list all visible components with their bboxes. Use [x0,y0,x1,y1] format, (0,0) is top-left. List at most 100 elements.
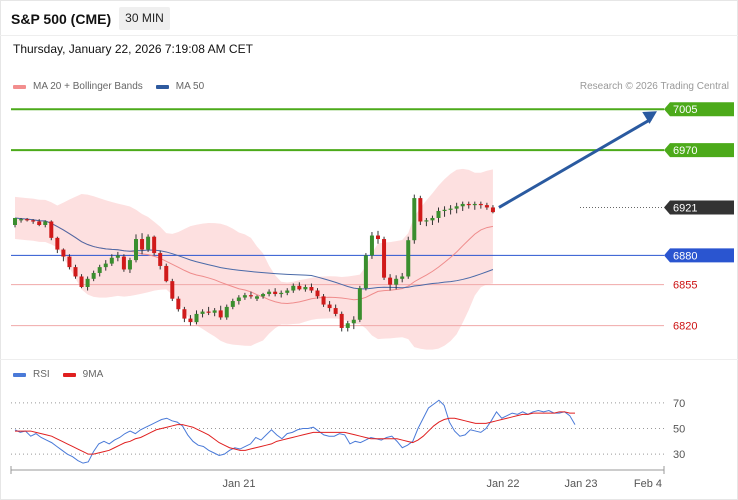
candle-body [176,298,181,310]
candle-body [170,281,175,299]
candle-body [424,220,429,222]
candle-body [484,205,489,208]
level-label-6855: 6855 [673,280,697,292]
panel-divider [0,359,738,360]
candle-body [79,276,84,287]
level-label-6921: 6921 [673,202,697,214]
candle-body [363,255,368,289]
x-tick-jan-22: Jan 22 [486,478,519,490]
candle-body [472,203,477,206]
candle-body [267,291,272,295]
level-tag-6970 [664,143,734,158]
candle-body [140,239,145,250]
candle-body [388,277,393,285]
candle-body [418,198,423,222]
instrument-title: S&P 500 (CME) [11,11,112,27]
level-tag-6921 [664,200,734,215]
bollinger-band [15,168,493,350]
candle-body [218,310,223,318]
candle-body [376,235,380,240]
candle-body [436,210,441,218]
candle-body [194,313,199,323]
candle-body [61,249,66,257]
timestamp: Thursday, January 22, 2026 7:19:08 AM CE… [13,42,253,56]
candle-body [448,208,453,210]
candle-body [357,288,362,320]
candle-body [55,237,60,250]
candle-body [430,217,435,221]
level-tag-6880 [664,248,734,263]
rsi-legend: RSI 9MA [13,369,103,380]
level-tag-7005 [664,102,734,117]
header-divider [0,35,738,36]
price-legend: MA 20 + Bollinger Bands MA 50 [13,81,204,92]
ma9-swatch [62,372,76,377]
candle-body [164,265,169,282]
candle-body [454,206,459,209]
candle-body [297,285,302,290]
candle-body [91,272,96,279]
x-tick-jan-23: Jan 23 [564,478,597,490]
candle-body [382,239,387,278]
candle-body [442,209,447,211]
rsi-line [14,399,576,464]
candle-body [200,311,205,314]
candle-body [25,219,30,221]
candle-body [109,257,114,264]
candle-body [315,290,320,297]
candle-body [206,311,211,313]
candle-body [212,310,217,313]
candle-body [345,323,350,328]
candle-body [146,236,151,250]
candle-body [43,221,48,225]
ma9-legend-label: 9MA [82,369,104,380]
candle-body [478,203,483,206]
candle-body [255,296,259,299]
candle-body [224,306,229,318]
candle-body [182,309,187,319]
interval-button[interactable]: 30 MIN [119,7,170,30]
candle-body [49,221,54,238]
rsi-swatch [13,372,26,377]
candle-body [103,263,108,268]
candle-body [248,295,253,297]
target-arrow-head [642,111,657,124]
candle-body [13,217,17,225]
x-tick-feb-4: Feb 4 [634,478,662,490]
candle-body [73,267,78,277]
candle-body [369,235,374,256]
candle-body [285,290,290,293]
candle-body [327,304,332,309]
candle-body [134,239,138,261]
candle-body [115,255,120,258]
candle-body [351,319,356,324]
candle-body [127,260,132,270]
candle-body [321,296,326,305]
candle-body [19,219,24,221]
level-label-6970: 6970 [673,145,697,157]
candle-body [400,276,405,279]
candle-body [394,278,399,285]
rsi-legend-label: RSI [33,369,50,380]
rsi-tick-30: 30 [673,449,685,461]
candle-body [261,294,266,297]
level-label-7005: 7005 [673,104,697,116]
candle-body [309,287,314,291]
candle-body [188,318,193,323]
candle-body [152,236,157,254]
candle-body [333,308,338,314]
candle-body [273,291,278,295]
rsi-tick-70: 70 [673,398,685,410]
candle-body [460,203,465,207]
candle-body [279,292,284,295]
ma20-swatch [13,84,26,89]
level-label-6820: 6820 [673,321,697,333]
candle-body [31,220,36,222]
candle-body [67,256,72,268]
candle-body [121,256,126,270]
candle-body [291,285,296,291]
candle-body [466,203,471,206]
candle-body [230,301,235,307]
candle-body [406,240,411,277]
